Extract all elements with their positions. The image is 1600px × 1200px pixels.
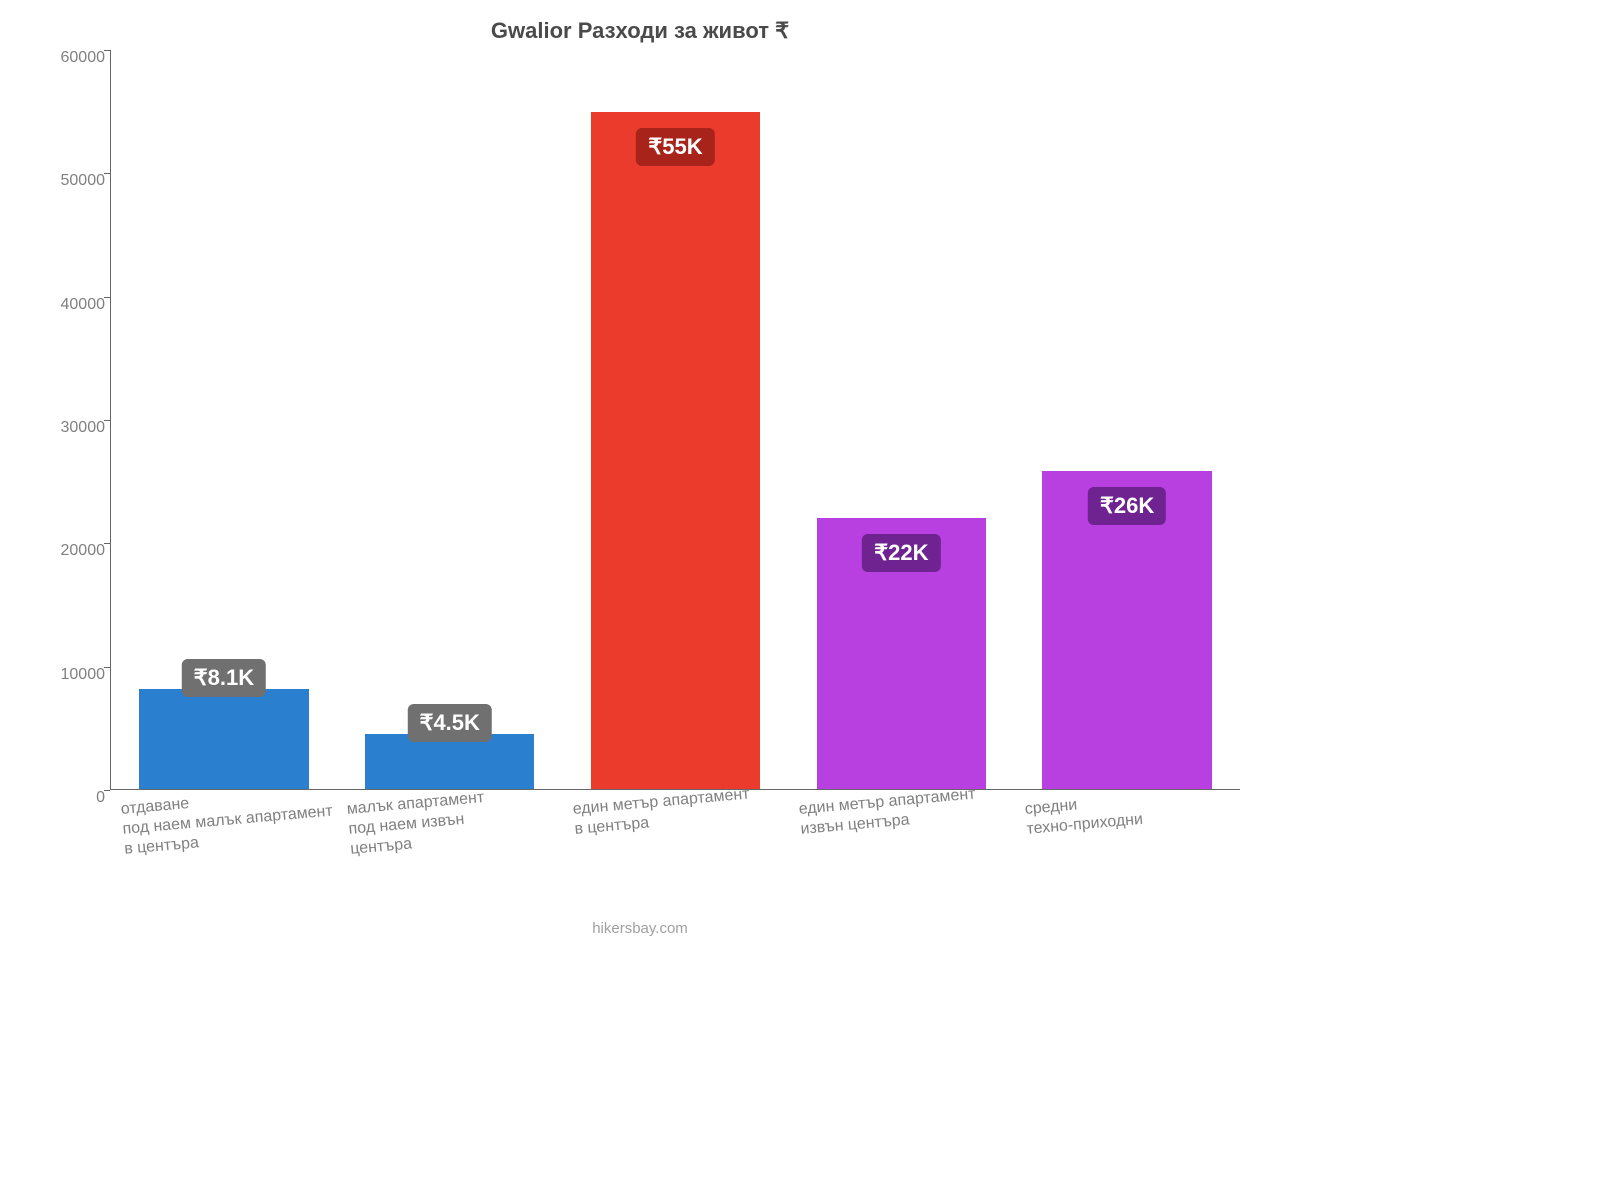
x-axis-category-label: отдаване под наем малък апартамент в цен… xyxy=(120,782,335,860)
bar: ₹8.1K xyxy=(139,689,308,789)
bar-slot: ₹8.1K xyxy=(111,50,337,789)
y-tick-mark xyxy=(104,543,110,544)
y-tick-mark xyxy=(104,420,110,421)
y-tick-mark xyxy=(104,667,110,668)
bar-slot: ₹22K xyxy=(788,50,1014,789)
y-tick-label: 50000 xyxy=(55,172,105,190)
x-axis-category-label: малък апартамент под наем извън центъра xyxy=(346,788,489,860)
y-tick-mark xyxy=(104,50,110,51)
x-axis-category-label: един метър апартамент в центъра xyxy=(572,785,752,840)
bar: ₹55K xyxy=(591,112,760,789)
y-tick-mark xyxy=(104,173,110,174)
bar-value-label: ₹22K xyxy=(862,534,940,572)
bars-container: ₹8.1K ₹4.5K ₹55K ₹22K ₹26K xyxy=(111,50,1240,789)
bar-value-label: ₹55K xyxy=(636,128,714,166)
x-axis-category-label: средни техно-приходни xyxy=(1024,790,1144,840)
y-tick-label: 60000 xyxy=(55,49,105,67)
y-tick-label: 30000 xyxy=(55,419,105,437)
y-tick-label: 10000 xyxy=(55,666,105,684)
bar-slot: ₹4.5K xyxy=(337,50,563,789)
x-axis-category-label: един метър апартамент извън центъра xyxy=(798,785,978,840)
bar-value-label: ₹8.1K xyxy=(182,659,266,697)
cost-of-living-bar-chart: Gwalior Разходи за живот ₹ ₹8.1K ₹4.5K ₹55… xyxy=(0,0,1280,960)
bar-slot: ₹55K xyxy=(563,50,789,789)
bar: ₹4.5K xyxy=(365,734,534,789)
y-tick-mark xyxy=(104,790,110,791)
plot-area: ₹8.1K ₹4.5K ₹55K ₹22K ₹26K xyxy=(110,50,1240,790)
bar-slot: ₹26K xyxy=(1014,50,1240,789)
bar-value-label: ₹26K xyxy=(1088,487,1166,525)
y-tick-label: 20000 xyxy=(55,542,105,560)
bar-value-label: ₹4.5K xyxy=(407,704,491,742)
chart-title: Gwalior Разходи за живот ₹ xyxy=(0,18,1280,44)
bar: ₹22K xyxy=(817,518,986,789)
y-tick-label: 0 xyxy=(55,789,105,807)
y-tick-label: 40000 xyxy=(55,296,105,314)
bar: ₹26K xyxy=(1042,471,1211,789)
attribution-text: hikersbay.com xyxy=(0,920,1280,937)
y-tick-mark xyxy=(104,297,110,298)
